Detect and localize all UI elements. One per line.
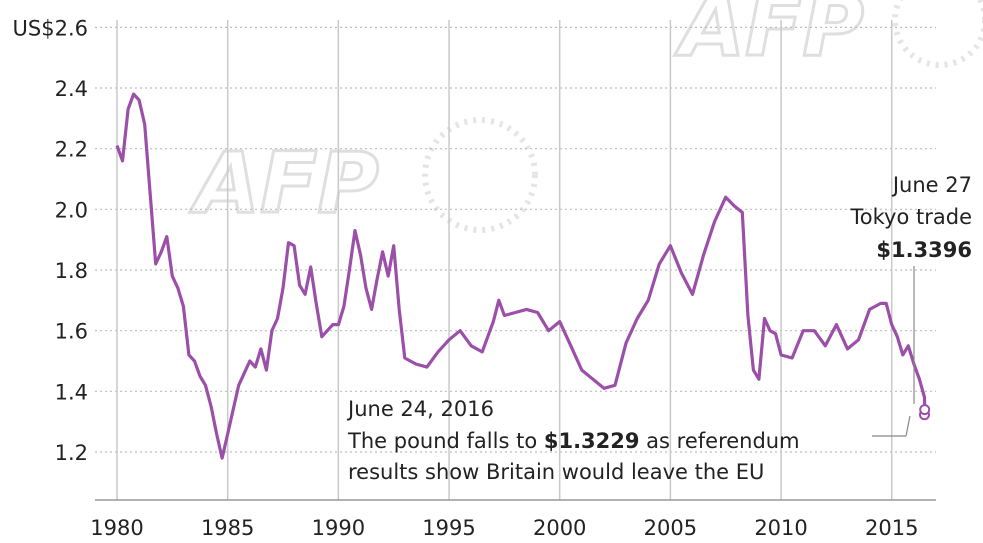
x-tick-label: 2000 (533, 516, 586, 540)
x-tick-label: 2015 (865, 516, 918, 540)
x-axis: 1980 1985 1990 1995 2000 2005 2010 2015 (90, 516, 918, 540)
watermark-text: AFP (189, 134, 379, 232)
y-tick-label: 1.6 (55, 320, 88, 344)
annotation-june24-prefix: The pound falls to (347, 429, 544, 453)
x-tick-label: 2010 (754, 516, 807, 540)
y-tick-label: US$2.6 (13, 16, 88, 40)
x-tick-label: 1985 (201, 516, 254, 540)
watermark-logo: AFP AFP (188, 0, 983, 234)
annotation-tokyo-line1: June 27 (891, 173, 972, 197)
y-tick-label: 1.4 (55, 380, 88, 404)
x-tick-label: 2005 (644, 516, 697, 540)
annotation-june24-line2: The pound falls to $1.3229 as referendum (347, 429, 800, 453)
x-tick-label: 1980 (90, 516, 143, 540)
watermark-text-top: AFP (674, 0, 864, 75)
y-tick-label: 2.0 (55, 198, 88, 222)
series-line (115, 92, 927, 460)
y-tick-label: 1.2 (55, 441, 88, 465)
annotation-june24: June 24, 2016 The pound falls to $1.3229… (346, 397, 800, 484)
x-tick-label: 1995 (422, 516, 475, 540)
annotation-june24-date: June 24, 2016 (346, 397, 494, 421)
series-group (115, 92, 927, 460)
annotation-tokyo-line2: Tokyo trade (850, 205, 972, 229)
y-axis: US$2.6 2.4 2.2 2.0 1.8 1.6 1.4 1.2 (13, 16, 88, 465)
marker-group (918, 404, 931, 421)
annotation-tokyo: June 27 Tokyo trade $1.3396 (850, 173, 972, 262)
x-tick-label: 1990 (312, 516, 365, 540)
annotation-june24-suffix: as referendum (640, 429, 800, 453)
annotation-june24-line3: results show Britain would leave the EU (348, 460, 764, 484)
annotation-june24-value: $1.3229 (544, 429, 640, 453)
y-tick-label: 1.8 (55, 259, 88, 283)
data-point-marker (919, 404, 931, 416)
y-tick-label: 2.2 (55, 138, 88, 162)
grid-lines (95, 20, 936, 501)
annotation-tokyo-value: $1.3396 (876, 238, 972, 262)
y-tick-label: 2.4 (55, 77, 88, 101)
